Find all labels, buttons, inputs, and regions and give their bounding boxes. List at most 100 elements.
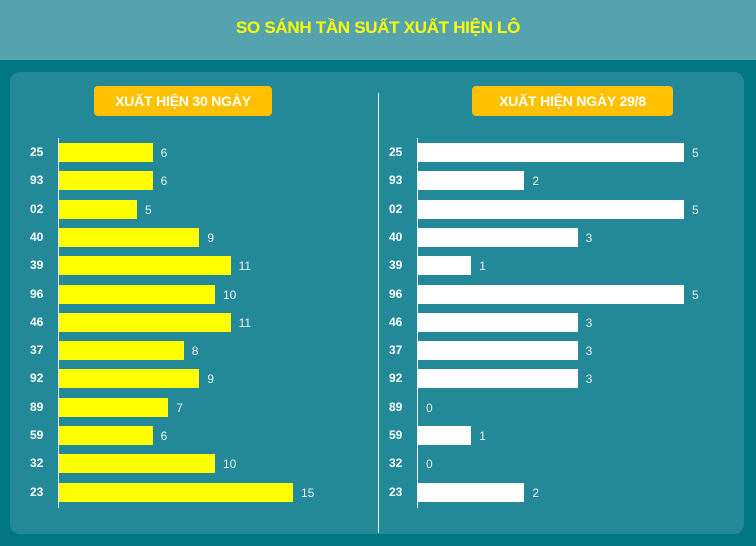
bar-row: 25 6 bbox=[10, 143, 370, 163]
bar bbox=[59, 482, 293, 502]
category-label: 59 bbox=[30, 428, 44, 442]
bar-row: 02 5 bbox=[10, 199, 370, 220]
bar-row: 32 0 bbox=[10, 454, 433, 474]
bar bbox=[59, 143, 153, 162]
value-label: 6 bbox=[160, 174, 168, 189]
bar bbox=[418, 284, 684, 304]
bar bbox=[59, 227, 200, 247]
category-label: 92 bbox=[30, 371, 44, 386]
bar bbox=[418, 482, 525, 502]
panel-divider bbox=[378, 93, 379, 533]
category-label: 40 bbox=[389, 229, 403, 244]
bar bbox=[418, 256, 472, 276]
category-label: 93 bbox=[389, 173, 403, 188]
value-label: 5 bbox=[692, 146, 699, 160]
bar bbox=[418, 426, 472, 445]
bar-row: 40 9 bbox=[10, 227, 370, 248]
bar-row: 93 6 bbox=[10, 171, 370, 191]
bar bbox=[59, 256, 231, 276]
bar bbox=[59, 199, 137, 219]
value-label: 1 bbox=[479, 429, 486, 443]
bar-row: 23 2 bbox=[10, 482, 539, 503]
category-label: 96 bbox=[389, 286, 403, 301]
category-label: 25 bbox=[30, 145, 44, 159]
left-chart-badge: XUẤT HIỆN 30 NGÀY bbox=[94, 86, 272, 116]
bar-row: 37 8 bbox=[10, 341, 370, 361]
bar-row: 89 0 bbox=[10, 398, 433, 418]
bar bbox=[418, 227, 578, 247]
value-label: 0 bbox=[426, 400, 433, 415]
bar-row: 93 2 bbox=[10, 171, 539, 191]
value-label: 9 bbox=[207, 372, 215, 387]
value-label: 7 bbox=[176, 400, 183, 415]
category-label: 32 bbox=[389, 456, 403, 471]
page-title: SO SÁNH TẦN SUẤT XUẤT HIỆN LÔ bbox=[235, 18, 521, 37]
value-label: 1 bbox=[479, 259, 486, 274]
category-label: 39 bbox=[389, 258, 403, 273]
bar-row: 96 5 bbox=[10, 284, 699, 305]
value-label: 0 bbox=[426, 457, 433, 472]
bar bbox=[59, 284, 215, 304]
bar bbox=[59, 171, 153, 191]
category-label: 23 bbox=[30, 484, 44, 499]
chart-axis-line bbox=[58, 138, 59, 508]
category-label: 39 bbox=[30, 258, 44, 273]
category-label: 93 bbox=[30, 173, 44, 188]
category-label: 96 bbox=[30, 286, 44, 301]
bar-row: 92 9 bbox=[10, 369, 370, 389]
bar bbox=[59, 397, 169, 417]
bar bbox=[418, 312, 578, 332]
category-label: 25 bbox=[389, 145, 403, 159]
chart-axis-line bbox=[417, 138, 418, 508]
value-label: 11 bbox=[238, 259, 252, 274]
bar bbox=[418, 199, 684, 219]
bar bbox=[59, 454, 215, 474]
bar-row: 39 11 bbox=[10, 256, 370, 276]
right-chart-badge: XUẤT HIỆN NGÀY 29/8 bbox=[472, 86, 673, 116]
category-label: 92 bbox=[389, 371, 403, 386]
bar-row: 23 15 bbox=[10, 482, 370, 503]
bar-row: 37 3 bbox=[10, 341, 592, 361]
value-label: 3 bbox=[585, 315, 593, 330]
value-label: 10 bbox=[223, 457, 237, 472]
category-label: 37 bbox=[30, 343, 44, 358]
bar bbox=[59, 341, 184, 361]
value-label: 2 bbox=[532, 485, 540, 500]
bar-row: 40 3 bbox=[10, 227, 592, 248]
value-label: 8 bbox=[191, 344, 199, 359]
page-header: SO SÁNH TẦN SUẤT XUẤT HIỆN LÔ bbox=[0, 0, 756, 60]
bar-row: 96 10 bbox=[10, 284, 370, 305]
category-label: 02 bbox=[389, 201, 403, 216]
value-label: 2 bbox=[532, 174, 540, 189]
category-label: 89 bbox=[30, 399, 44, 414]
bar-row: 39 1 bbox=[10, 256, 486, 276]
value-label: 15 bbox=[301, 485, 315, 500]
bar-row: 92 3 bbox=[10, 369, 592, 389]
category-label: 23 bbox=[389, 484, 403, 499]
bar-row: 25 5 bbox=[10, 143, 699, 163]
bar bbox=[418, 369, 578, 389]
bar-row: 46 3 bbox=[10, 312, 592, 333]
category-label: 32 bbox=[30, 456, 44, 471]
comparison-panel: XUẤT HIỆN 30 NGÀY XUẤT HIỆN NGÀY 29/8 25… bbox=[10, 72, 744, 534]
value-label: 3 bbox=[585, 230, 593, 245]
category-label: 40 bbox=[30, 229, 44, 244]
bar-row: 59 6 bbox=[10, 426, 370, 446]
bar-row: 32 10 bbox=[10, 454, 370, 474]
value-label: 5 bbox=[692, 202, 699, 217]
bar bbox=[418, 143, 684, 162]
value-label: 6 bbox=[160, 146, 168, 160]
value-label: 6 bbox=[160, 429, 168, 443]
value-label: 3 bbox=[585, 344, 593, 359]
category-label: 37 bbox=[389, 343, 403, 358]
bar-row: 46 11 bbox=[10, 312, 370, 333]
bar bbox=[59, 426, 153, 445]
category-label: 59 bbox=[389, 428, 403, 442]
bar bbox=[59, 369, 200, 389]
value-label: 3 bbox=[585, 372, 593, 387]
category-label: 46 bbox=[30, 314, 44, 329]
bar-row: 89 7 bbox=[10, 397, 370, 418]
category-label: 02 bbox=[30, 201, 44, 216]
bar bbox=[59, 312, 231, 332]
bar bbox=[418, 341, 578, 361]
